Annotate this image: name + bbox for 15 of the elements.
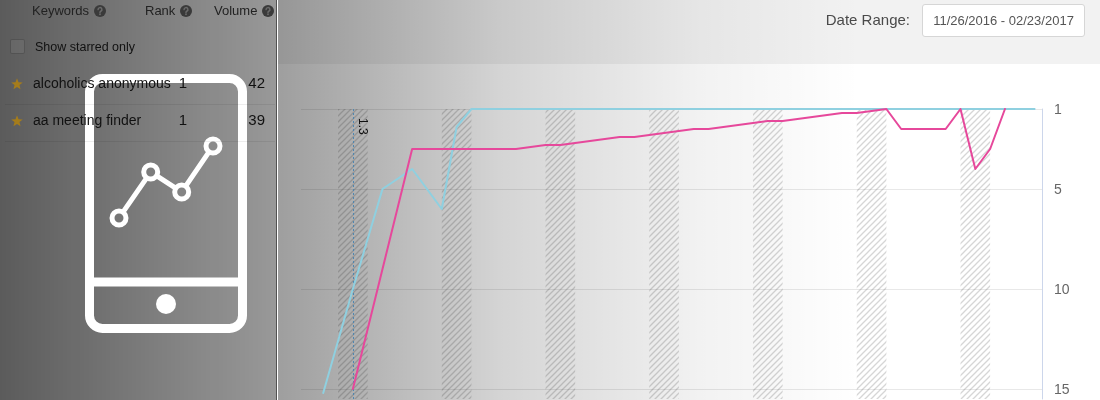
- y-tick-label: 15: [1054, 381, 1070, 397]
- data-label: 42: [247, 74, 265, 91]
- text: Date Range:: [825, 11, 910, 28]
- y-tick-label: 10: [1054, 281, 1070, 297]
- text: Show starred only: [35, 40, 136, 54]
- data-label: 39: [247, 111, 265, 128]
- legend-label: Volume: [214, 3, 258, 18]
- text: Keywords: [32, 3, 90, 18]
- data-label: 1: [177, 74, 189, 91]
- series-label: Rank: [145, 3, 176, 18]
- data-label: 1: [177, 111, 189, 128]
- y-tick-label: 5: [1054, 181, 1062, 197]
- date-range-field: 11/26/2016 - 02/23/2017: [922, 4, 1085, 37]
- y-tick-label: 1: [1054, 101, 1062, 117]
- annotation: 1.3: [355, 118, 370, 136]
